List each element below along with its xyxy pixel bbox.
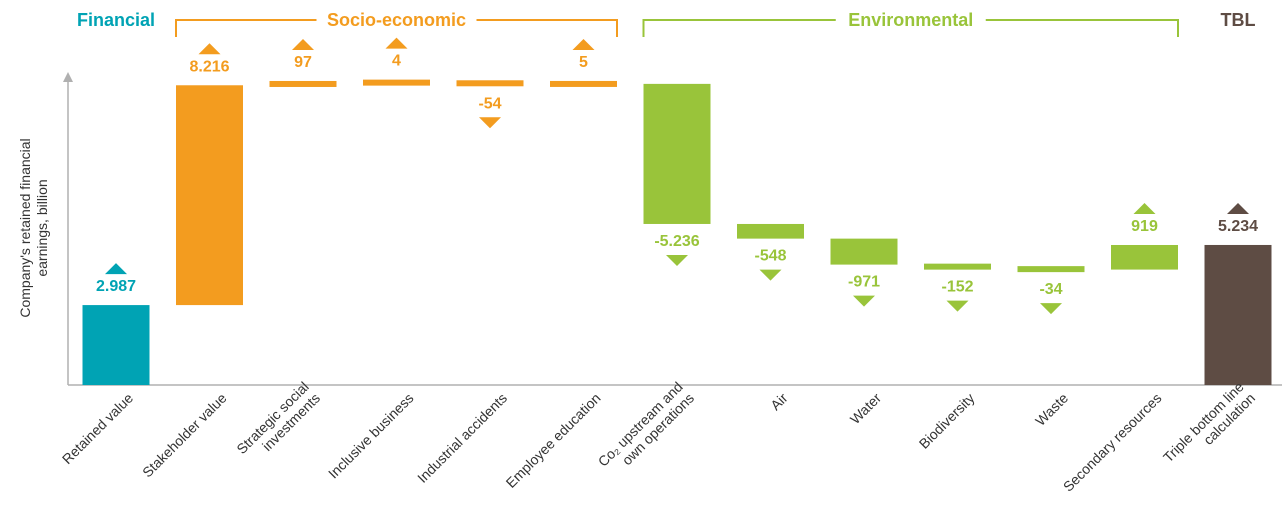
decrease-arrow-icon xyxy=(759,269,782,281)
increase-arrow-icon xyxy=(572,38,595,50)
data-label: 8.216 xyxy=(189,58,229,75)
category-label: Inclusive business xyxy=(325,390,417,482)
data-label: 4 xyxy=(392,53,401,70)
category-label: Co₂ upstream andown operations xyxy=(595,378,697,480)
bar xyxy=(363,79,430,86)
decrease-arrow-icon xyxy=(946,300,969,312)
bar xyxy=(82,305,150,385)
bars xyxy=(82,79,1272,385)
chart-axes: Company's retained financialearnings, bi… xyxy=(17,72,1282,386)
category-label: Industrial accidents xyxy=(414,390,510,486)
data-label: -152 xyxy=(941,279,973,296)
category-label: Water xyxy=(847,390,885,428)
value-labels: 2.987 8.216 97 4 -54 5 -5.236 -548 -971 -152 -34 91… xyxy=(96,37,1258,315)
data-label: 5.234 xyxy=(1218,218,1258,235)
increase-arrow-icon xyxy=(1133,202,1156,214)
bar xyxy=(830,238,898,265)
bar xyxy=(176,85,243,306)
y-axis-label: Company's retained financialearnings, bi… xyxy=(17,138,50,317)
bar xyxy=(1204,244,1272,385)
bar xyxy=(737,223,804,239)
category-label: Biodiversity xyxy=(916,390,978,452)
group-title: Environmental xyxy=(848,10,973,30)
bar xyxy=(550,80,617,87)
data-label: -548 xyxy=(754,248,786,265)
decrease-arrow-icon xyxy=(479,117,501,129)
data-label: 5 xyxy=(579,54,588,71)
category-label: Triple bottom linecalculation xyxy=(1160,378,1258,476)
bar xyxy=(643,83,711,224)
increase-arrow-icon xyxy=(1227,202,1249,214)
category-label: Strategic socialinvestments xyxy=(233,378,323,468)
data-label: 2.987 xyxy=(96,278,136,295)
group-bracket xyxy=(642,19,1179,37)
category-label: Employee education xyxy=(503,390,604,491)
group-bracket xyxy=(175,19,618,37)
bar xyxy=(456,80,524,87)
data-label: -5.236 xyxy=(654,233,699,250)
data-label: -971 xyxy=(848,274,880,291)
group-title: Financial xyxy=(77,10,155,30)
increase-arrow-icon xyxy=(198,43,221,55)
y-axis-arrow-icon xyxy=(63,72,73,82)
decrease-arrow-icon xyxy=(1040,303,1062,315)
data-label: 919 xyxy=(1131,218,1158,235)
bar xyxy=(269,80,337,87)
increase-arrow-icon xyxy=(385,37,408,49)
bar xyxy=(924,263,991,270)
decrease-arrow-icon xyxy=(666,254,688,266)
data-label: -54 xyxy=(478,95,501,112)
decrease-arrow-icon xyxy=(853,295,875,307)
category-label: Retained value xyxy=(59,390,137,468)
category-label: Secondary resources xyxy=(1060,390,1165,495)
category-label: Air xyxy=(767,390,791,414)
group-title: Socio-economic xyxy=(327,10,466,30)
group-title: TBL xyxy=(1221,10,1256,30)
increase-arrow-icon xyxy=(105,263,127,275)
group-headers: Financial Socio-economic Environmental TBL xyxy=(77,10,1256,37)
increase-arrow-icon xyxy=(292,38,314,50)
bar xyxy=(1017,266,1085,273)
category-label: Stakeholder value xyxy=(139,390,230,481)
data-label: -34 xyxy=(1039,281,1062,298)
category-label: Waste xyxy=(1032,390,1071,429)
data-label: 97 xyxy=(294,54,312,71)
bar xyxy=(1111,244,1178,270)
category-labels: Retained value Stakeholder value Strategic… xyxy=(59,378,1258,495)
